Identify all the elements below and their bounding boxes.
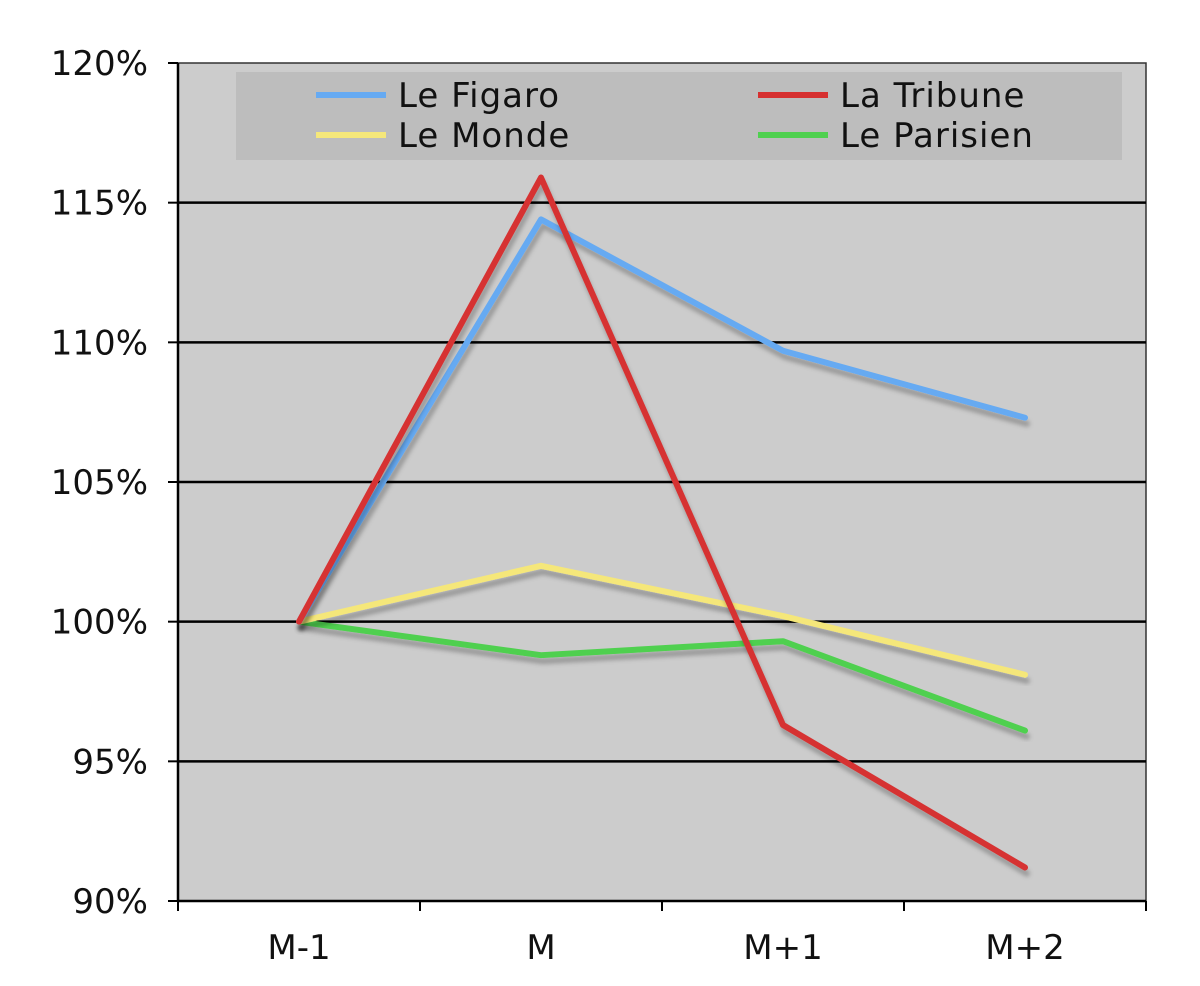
legend-item: Le Figaro — [316, 76, 560, 116]
series-line-le-monde — [296, 562, 1028, 678]
legend-item: Le Parisien — [758, 116, 1034, 156]
x-tick-label: M+2 — [985, 928, 1064, 968]
series-line-le-parisien — [296, 618, 1028, 734]
series-lines — [296, 174, 1028, 871]
legend: Le Figaro La Tribune Le Monde Le Parisien — [236, 72, 1122, 160]
legend-item: Le Monde — [316, 116, 570, 156]
legend-item: La Tribune — [758, 76, 1025, 116]
x-tick-label: M — [526, 928, 555, 968]
legend-label: Le Parisien — [840, 116, 1034, 156]
legend-box — [236, 72, 1122, 160]
y-tick-label: 90% — [72, 882, 148, 922]
y-tick-label: 105% — [51, 463, 148, 503]
axes: 90% 95% 100% 105% 110% 115% 120% M-1 M M+1 M+2 — [51, 44, 1147, 968]
legend-label: Le Figaro — [398, 76, 560, 116]
y-tick-label: 100% — [51, 603, 148, 643]
y-tick-label: 110% — [51, 323, 148, 363]
y-tick-label: 95% — [72, 742, 148, 782]
x-tick-label: M+1 — [743, 928, 822, 968]
series-line-le-figaro — [296, 216, 1028, 625]
legend-label: Le Monde — [398, 116, 570, 156]
y-tick-label: 115% — [51, 184, 148, 224]
legend-label: La Tribune — [840, 76, 1025, 116]
x-tick-label: M-1 — [267, 928, 330, 968]
y-tick-label: 120% — [51, 44, 148, 84]
series-line-la-tribune — [296, 174, 1028, 871]
gridlines — [178, 201, 1146, 763]
